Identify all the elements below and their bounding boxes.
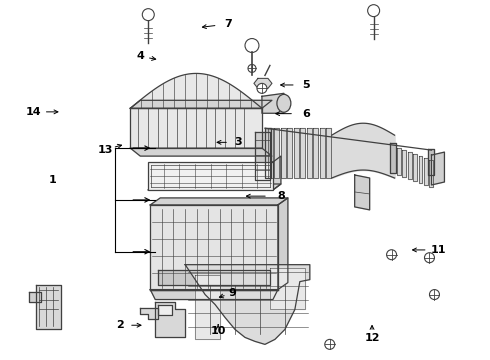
Polygon shape bbox=[390, 143, 395, 173]
Polygon shape bbox=[148, 184, 281, 190]
Polygon shape bbox=[270, 268, 305, 310]
Polygon shape bbox=[265, 128, 271, 178]
Polygon shape bbox=[150, 205, 278, 289]
Text: 3: 3 bbox=[234, 138, 242, 147]
Polygon shape bbox=[278, 198, 288, 289]
Polygon shape bbox=[158, 305, 172, 315]
Text: 2: 2 bbox=[117, 320, 124, 330]
Polygon shape bbox=[428, 149, 435, 175]
Circle shape bbox=[368, 5, 380, 17]
Circle shape bbox=[387, 250, 396, 260]
Polygon shape bbox=[326, 128, 331, 178]
Polygon shape bbox=[273, 156, 281, 190]
Circle shape bbox=[257, 84, 267, 93]
Polygon shape bbox=[429, 160, 434, 187]
Text: 13: 13 bbox=[98, 144, 113, 154]
Polygon shape bbox=[287, 128, 293, 178]
Text: 4: 4 bbox=[136, 51, 144, 61]
Polygon shape bbox=[320, 128, 325, 178]
Polygon shape bbox=[185, 265, 310, 345]
Text: 6: 6 bbox=[302, 109, 310, 119]
Polygon shape bbox=[413, 154, 417, 181]
Polygon shape bbox=[140, 307, 158, 319]
Text: 11: 11 bbox=[430, 245, 446, 255]
Polygon shape bbox=[307, 128, 312, 178]
Polygon shape bbox=[432, 152, 444, 185]
Polygon shape bbox=[418, 156, 422, 183]
Circle shape bbox=[424, 253, 435, 263]
Polygon shape bbox=[408, 152, 412, 179]
Ellipse shape bbox=[277, 94, 291, 112]
Polygon shape bbox=[130, 108, 262, 148]
Text: 9: 9 bbox=[229, 288, 237, 298]
Circle shape bbox=[248, 64, 256, 72]
Text: 8: 8 bbox=[278, 191, 286, 201]
Polygon shape bbox=[402, 150, 406, 177]
Polygon shape bbox=[274, 128, 279, 178]
Polygon shape bbox=[313, 128, 318, 178]
Text: 14: 14 bbox=[26, 107, 42, 117]
Polygon shape bbox=[158, 270, 270, 285]
Polygon shape bbox=[150, 289, 278, 300]
Polygon shape bbox=[130, 100, 272, 108]
Text: 12: 12 bbox=[364, 333, 380, 343]
Polygon shape bbox=[254, 78, 272, 88]
Polygon shape bbox=[130, 148, 272, 156]
Text: 7: 7 bbox=[224, 19, 232, 29]
Text: 10: 10 bbox=[210, 325, 226, 336]
Polygon shape bbox=[150, 198, 288, 205]
Polygon shape bbox=[281, 128, 286, 178]
Circle shape bbox=[142, 9, 154, 21]
Text: 5: 5 bbox=[302, 80, 310, 90]
Circle shape bbox=[429, 289, 440, 300]
Circle shape bbox=[325, 339, 335, 349]
Bar bbox=[148, 162, 273, 190]
Circle shape bbox=[245, 39, 259, 53]
Polygon shape bbox=[255, 132, 270, 180]
Polygon shape bbox=[396, 148, 400, 175]
Polygon shape bbox=[424, 158, 428, 185]
Polygon shape bbox=[155, 302, 185, 337]
Polygon shape bbox=[28, 292, 41, 302]
Polygon shape bbox=[355, 175, 369, 210]
Polygon shape bbox=[294, 128, 299, 178]
Polygon shape bbox=[268, 128, 273, 178]
Text: 1: 1 bbox=[49, 175, 57, 185]
Polygon shape bbox=[36, 285, 61, 329]
Polygon shape bbox=[195, 275, 220, 339]
Polygon shape bbox=[300, 128, 305, 178]
Polygon shape bbox=[262, 93, 284, 113]
